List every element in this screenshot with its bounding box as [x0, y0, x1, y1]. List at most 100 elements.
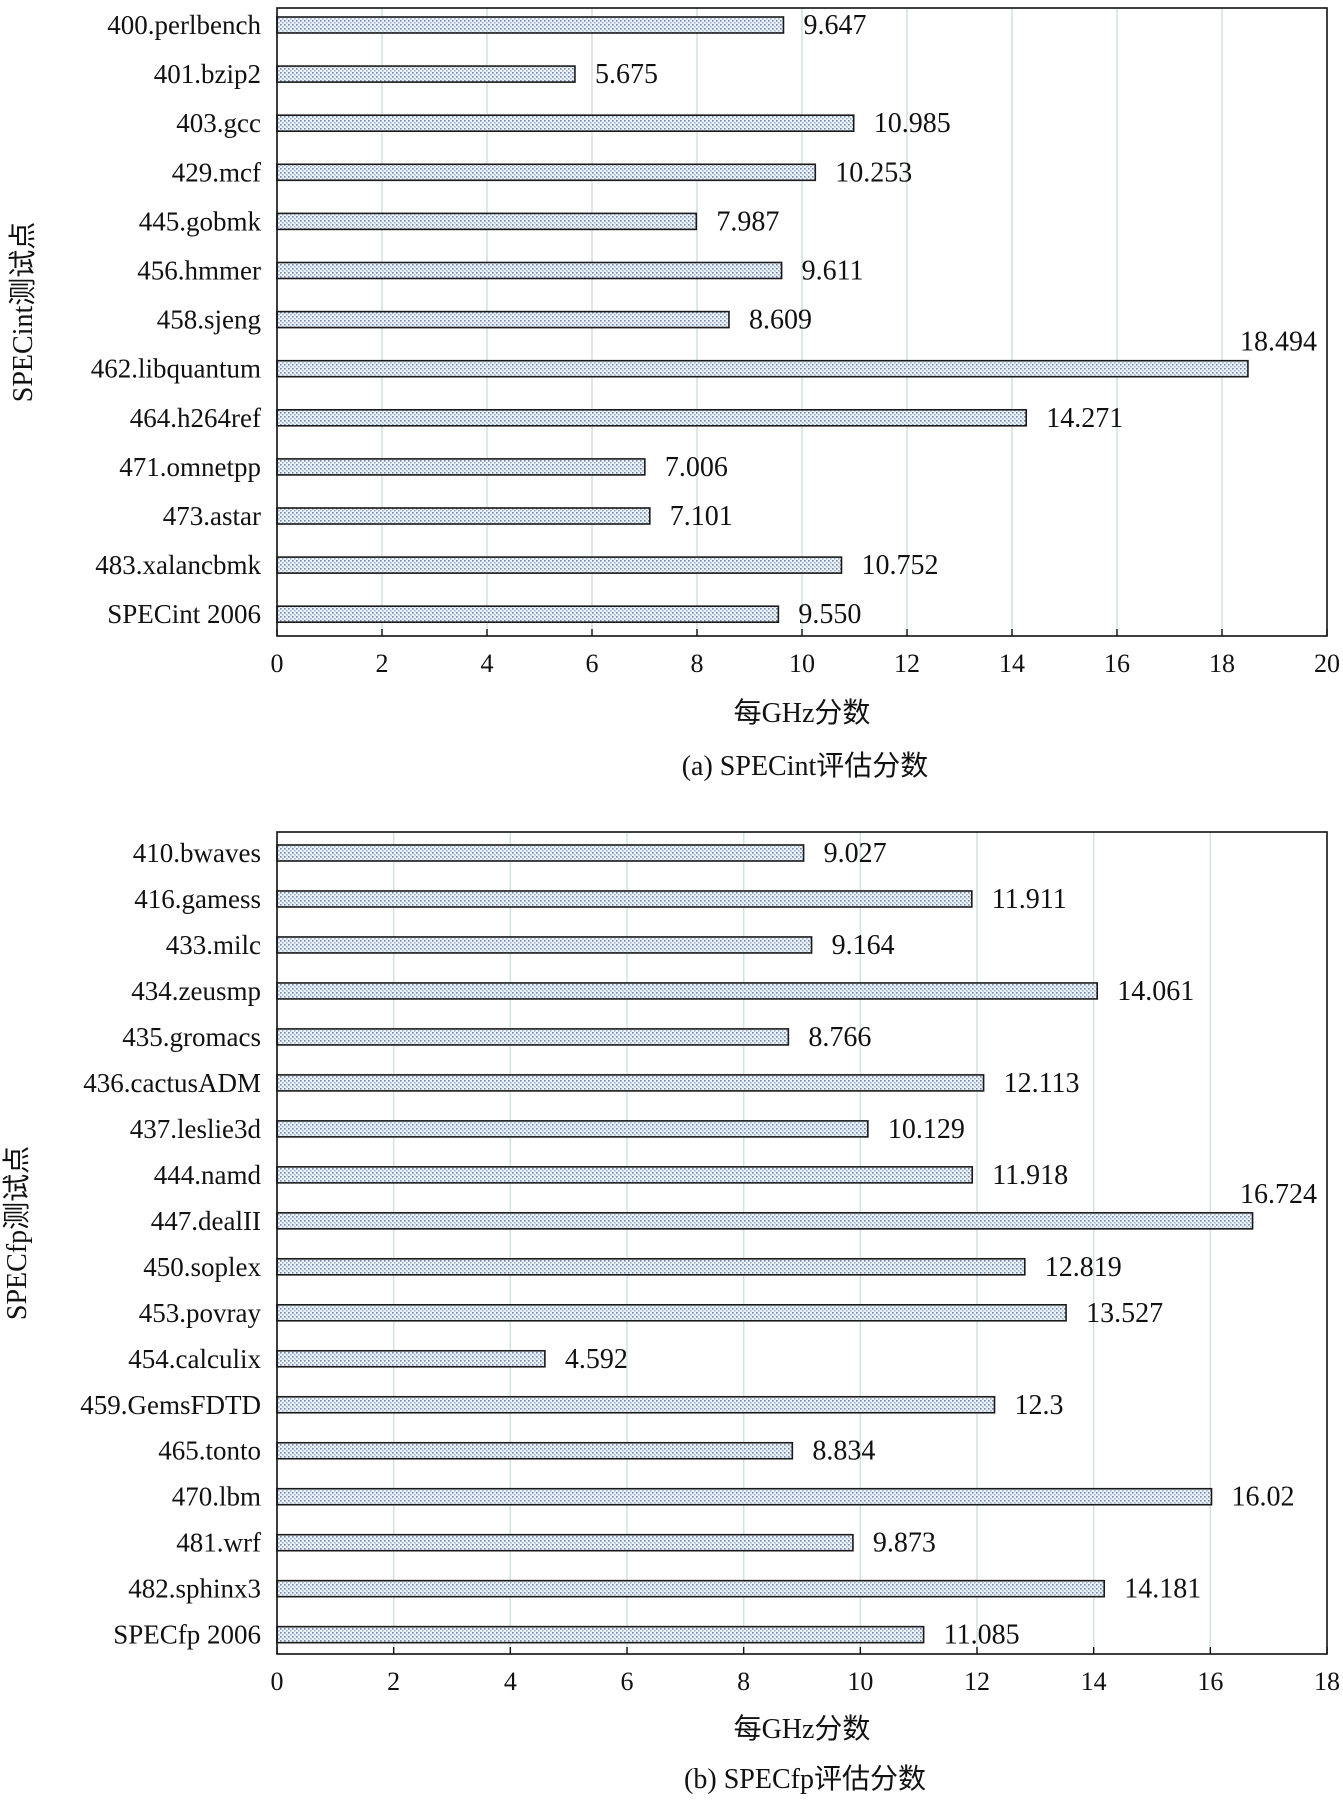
value-label-1-12: 12.3 [1015, 1390, 1064, 1421]
value-label-0-4: 7.987 [716, 206, 779, 237]
bar-1-10 [276, 1304, 1067, 1322]
bar-1-7 [276, 1166, 974, 1184]
category-label-1-1: 416.gamess [134, 884, 261, 914]
value-label-0-6: 8.609 [749, 305, 812, 336]
x-axis-title-0: 每GHz分数 [734, 697, 871, 729]
bar-1-15 [276, 1533, 854, 1552]
bar-0-5 [276, 261, 783, 280]
category-label-0-0: 400.perlbench [107, 10, 261, 40]
bar-1-8 [276, 1212, 1254, 1230]
category-label-1-3: 434.zeusmp [131, 976, 261, 1006]
value-label-1-9: 12.819 [1045, 1252, 1122, 1283]
caption-0: (a) SPECint评估分数 [682, 750, 929, 782]
category-label-0-1: 401.bzip2 [154, 59, 261, 89]
value-label-0-3: 10.253 [835, 157, 912, 188]
value-label-1-16: 14.181 [1124, 1574, 1201, 1605]
bar-0-2 [276, 114, 855, 132]
category-label-0-10: 473.astar [163, 501, 261, 531]
category-label-0-7: 462.libquantum [91, 354, 261, 384]
bar-1-1 [276, 890, 973, 908]
category-label-1-0: 410.bwaves [133, 838, 261, 868]
value-label-0-2: 10.985 [874, 108, 951, 139]
category-label-1-8: 447.dealII [151, 1206, 261, 1236]
category-label-1-5: 436.cactusADM [83, 1068, 261, 1098]
bar-1-17 [276, 1625, 925, 1644]
value-label-1-5: 12.113 [1004, 1068, 1080, 1099]
bar-0-4 [276, 212, 698, 231]
value-label-0-1: 5.675 [595, 59, 658, 90]
x-tick-label-0-3: 6 [586, 649, 599, 678]
x-tick-label-1-8: 16 [1197, 1667, 1223, 1696]
x-tick-label-1-9: 18 [1314, 1667, 1340, 1696]
category-label-1-4: 435.gromacs [122, 1022, 261, 1052]
value-label-1-8: 16.724 [1240, 1179, 1317, 1210]
bar-1-2 [276, 936, 813, 954]
x-tick-label-1-1: 2 [387, 1667, 400, 1696]
value-label-1-2: 9.164 [832, 930, 895, 961]
bar-1-11 [276, 1349, 546, 1368]
bar-1-16 [276, 1579, 1106, 1598]
category-label-0-5: 456.hmmer [137, 256, 261, 286]
value-label-1-13: 8.834 [812, 1436, 875, 1467]
bar-0-3 [276, 163, 817, 182]
bar-0-1 [276, 65, 576, 83]
category-label-1-16: 482.sphinx3 [128, 1574, 261, 1604]
x-tick-label-1-5: 10 [847, 1667, 873, 1696]
x-tick-label-1-7: 14 [1081, 1667, 1107, 1696]
bar-1-13 [276, 1441, 794, 1460]
bar-1-6 [276, 1120, 869, 1138]
bar-0-9 [276, 458, 646, 476]
category-label-0-3: 429.mcf [172, 157, 261, 187]
bar-0-7 [276, 359, 1249, 378]
value-label-1-11: 4.592 [565, 1344, 628, 1375]
bar-1-14 [276, 1487, 1213, 1506]
value-label-1-10: 13.527 [1086, 1298, 1163, 1329]
category-label-1-10: 453.povray [139, 1298, 262, 1328]
bar-0-6 [276, 310, 730, 329]
category-label-0-12: SPECint 2006 [107, 599, 261, 629]
category-label-0-2: 403.gcc [176, 108, 261, 138]
x-tick-label-0-9: 18 [1209, 649, 1235, 678]
bar-0-8 [276, 408, 1028, 427]
bar-1-3 [276, 982, 1099, 1000]
value-label-0-12: 9.550 [798, 599, 861, 630]
value-label-0-7: 18.494 [1240, 327, 1317, 358]
x-tick-label-0-2: 4 [481, 649, 494, 678]
category-label-1-2: 433.milc [166, 930, 261, 960]
value-label-0-8: 14.271 [1046, 403, 1123, 434]
category-label-1-7: 444.namd [154, 1160, 262, 1190]
x-tick-label-1-3: 6 [621, 1667, 634, 1696]
caption-1: (b) SPECfp评估分数 [684, 1763, 926, 1795]
bar-0-11 [276, 556, 843, 574]
x-axis-title-1: 每GHz分数 [734, 1713, 871, 1745]
bar-1-0 [276, 844, 805, 862]
category-label-1-12: 459.GemsFDTD [80, 1390, 261, 1420]
category-label-0-8: 464.h264ref [130, 403, 261, 433]
value-label-0-5: 9.611 [802, 256, 864, 287]
value-label-1-3: 14.061 [1117, 976, 1194, 1007]
bar-0-0 [276, 16, 785, 34]
category-label-1-15: 481.wrf [176, 1528, 261, 1558]
x-tick-label-0-7: 14 [999, 649, 1025, 678]
x-tick-label-1-6: 12 [964, 1667, 990, 1696]
category-label-1-6: 437.leslie3d [130, 1114, 262, 1144]
x-tick-label-0-8: 16 [1104, 649, 1130, 678]
plot-frame-1 [276, 831, 1328, 1655]
y-axis-title-0: SPECint测试点 [7, 222, 39, 402]
category-label-1-17: SPECfp 2006 [113, 1620, 261, 1650]
value-label-1-4: 8.766 [808, 1022, 871, 1053]
x-tick-label-0-1: 2 [376, 649, 389, 678]
x-tick-label-1-4: 8 [737, 1667, 750, 1696]
bar-1-5 [276, 1074, 985, 1092]
value-label-1-1: 11.911 [992, 884, 1067, 915]
category-label-1-14: 470.lbm [172, 1482, 261, 1512]
bar-1-4 [276, 1028, 790, 1046]
category-label-1-9: 450.soplex [143, 1252, 261, 1282]
value-label-1-7: 11.918 [992, 1160, 1068, 1191]
category-label-1-13: 465.tonto [158, 1436, 261, 1466]
bar-1-12 [276, 1395, 996, 1414]
x-tick-label-1-2: 4 [504, 1667, 517, 1696]
value-label-1-0: 9.027 [824, 838, 887, 869]
y-axis-title-1: SPECfp测试点 [1, 1146, 33, 1320]
